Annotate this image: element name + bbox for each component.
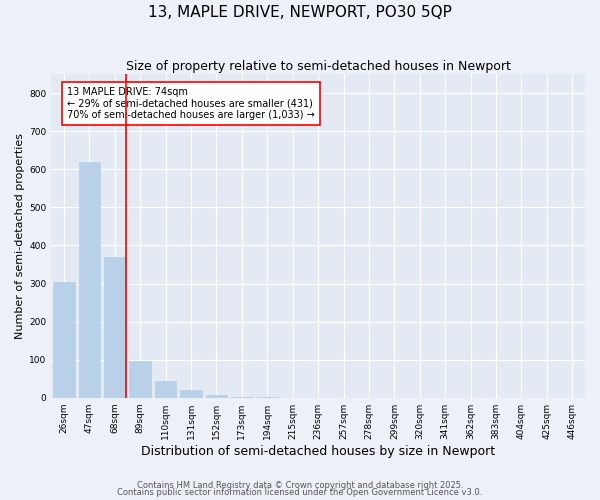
Text: Contains HM Land Registry data © Crown copyright and database right 2025.: Contains HM Land Registry data © Crown c… bbox=[137, 480, 463, 490]
Bar bbox=[53, 282, 75, 398]
Bar bbox=[155, 382, 176, 398]
Bar bbox=[206, 394, 227, 398]
Bar bbox=[180, 390, 202, 398]
Text: 13, MAPLE DRIVE, NEWPORT, PO30 5QP: 13, MAPLE DRIVE, NEWPORT, PO30 5QP bbox=[148, 5, 452, 20]
Text: Contains public sector information licensed under the Open Government Licence v3: Contains public sector information licen… bbox=[118, 488, 482, 497]
Bar bbox=[130, 361, 151, 398]
Bar bbox=[104, 257, 125, 398]
Bar bbox=[231, 396, 253, 398]
Y-axis label: Number of semi-detached properties: Number of semi-detached properties bbox=[15, 133, 25, 339]
Bar bbox=[79, 162, 100, 398]
Text: 13 MAPLE DRIVE: 74sqm
← 29% of semi-detached houses are smaller (431)
70% of sem: 13 MAPLE DRIVE: 74sqm ← 29% of semi-deta… bbox=[67, 87, 315, 120]
Title: Size of property relative to semi-detached houses in Newport: Size of property relative to semi-detach… bbox=[126, 60, 511, 73]
X-axis label: Distribution of semi-detached houses by size in Newport: Distribution of semi-detached houses by … bbox=[141, 444, 495, 458]
